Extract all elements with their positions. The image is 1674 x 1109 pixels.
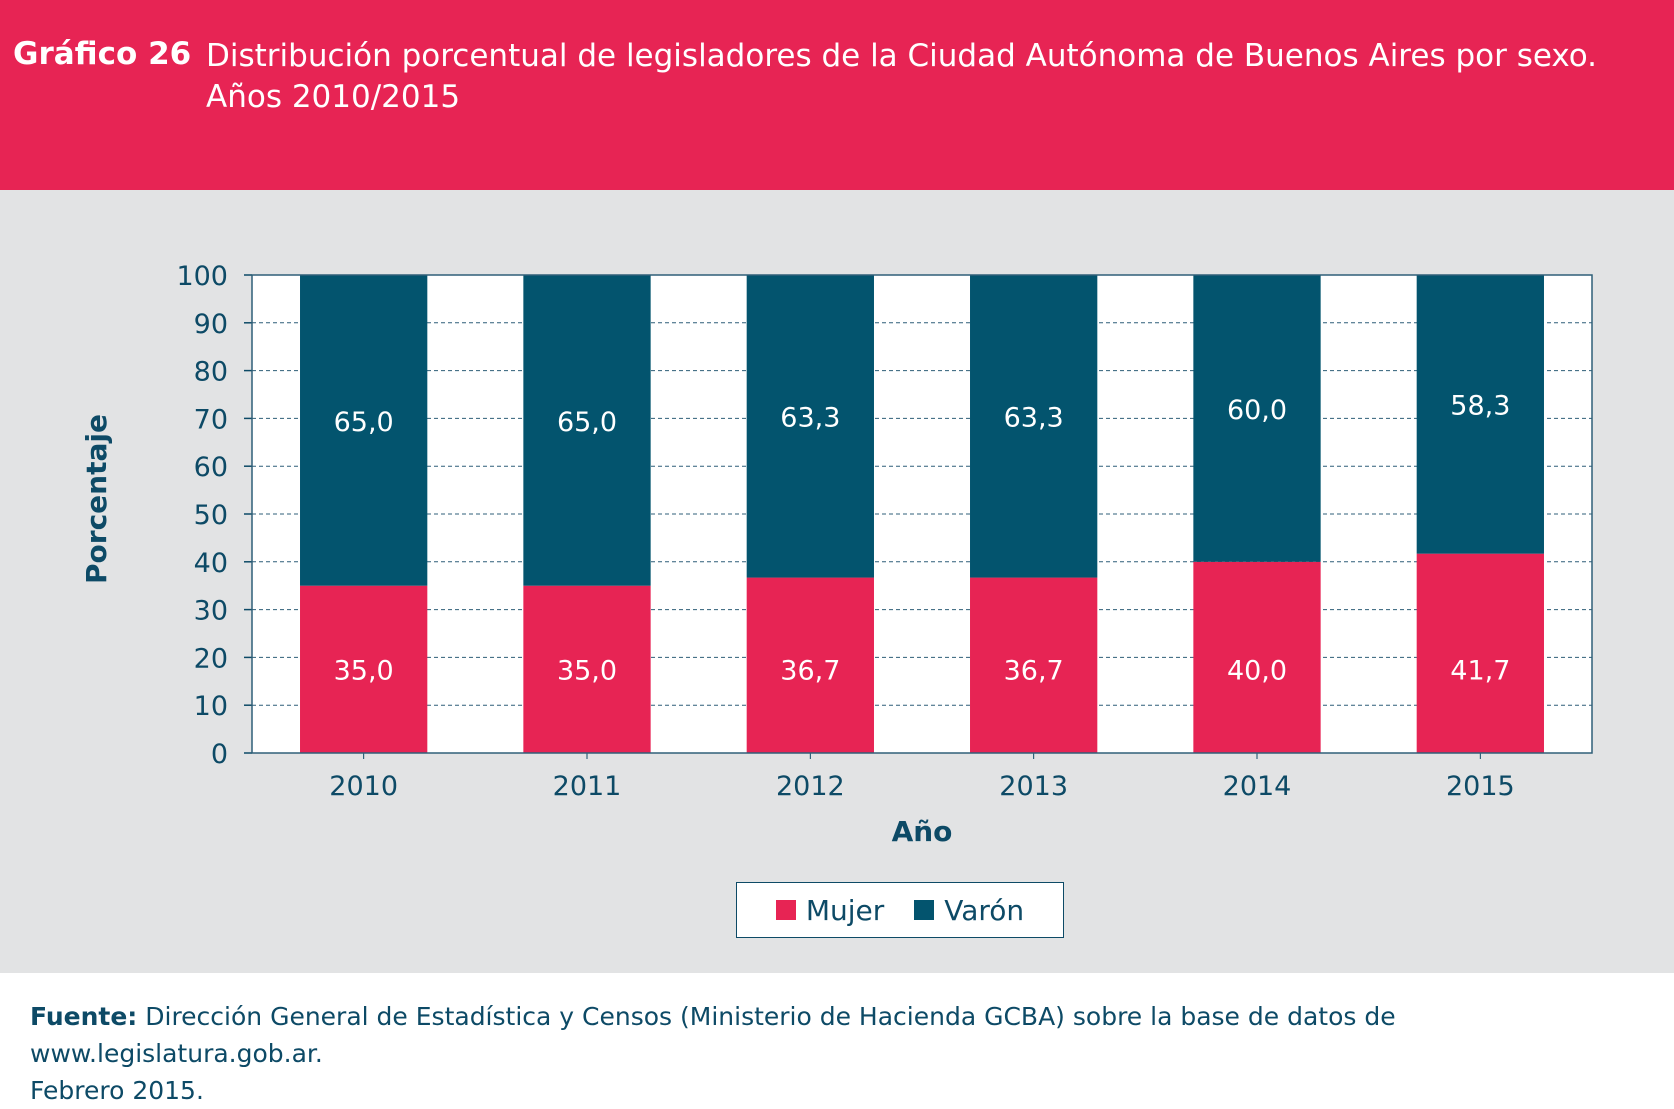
y-tick-label: 50: [194, 500, 228, 531]
bar-mujer-2015: [1416, 553, 1544, 753]
y-tick-label: 40: [194, 548, 228, 579]
bar-varon-2013: [970, 275, 1098, 578]
x-axis-title: Año: [892, 815, 953, 848]
data-label: 65,0: [334, 407, 394, 438]
bar-mujer-2010: [300, 585, 428, 753]
bar-mujer-2012: [746, 577, 874, 753]
bar-varon-2010: [300, 275, 428, 586]
source-text: Dirección General de Estadística y Censo…: [30, 1002, 1396, 1068]
y-axis-title: Porcentaje: [80, 414, 113, 584]
y-tick-label: 70: [194, 404, 228, 435]
bar-varon-2015: [1416, 275, 1544, 554]
chart-header: Gráfico 26 Distribución porcentual de le…: [0, 0, 1674, 190]
data-label: 41,7: [1450, 655, 1510, 686]
legend-label-mujer: Mujer: [805, 893, 885, 927]
plot-background: [252, 275, 1592, 753]
bar-varon-2011: [523, 275, 651, 586]
source-label: Fuente:: [30, 1002, 138, 1031]
chart-area: 0 10 20 30 40 50 60 70 80 90 100 35,0 65,0 2010 35,0 65…: [0, 190, 1674, 973]
x-tick-label: 2014: [1223, 771, 1292, 802]
x-tick-label: 2012: [776, 771, 845, 802]
y-tick-label: 10: [194, 691, 228, 722]
legend-label-varon: Varón: [944, 893, 1025, 927]
data-label: 58,3: [1450, 391, 1510, 422]
y-tick-label: 60: [194, 452, 228, 483]
data-label: 35,0: [557, 655, 617, 686]
y-tick-label: 90: [194, 309, 228, 340]
y-tick-label: 0: [211, 739, 228, 770]
chart-title-line2: Años 2010/2015: [206, 79, 461, 115]
legend-item-varon: Varón: [914, 894, 1024, 927]
figure-label: Gráfico 26: [13, 36, 192, 72]
data-label: 35,0: [334, 655, 394, 686]
bar-mujer-2014: [1193, 561, 1321, 753]
plot-frame: [251, 274, 1593, 754]
data-label: 36,7: [780, 655, 840, 686]
bar-mujer-2011: [523, 585, 651, 753]
stacked-bar-chart: 0 10 20 30 40 50 60 70 80 90 100 35,0 65,0 2010 35,0 65…: [80, 261, 1593, 848]
data-label: 63,3: [1004, 403, 1064, 434]
x-tick-label: 2013: [999, 771, 1068, 802]
data-label: 40,0: [1227, 655, 1287, 686]
chart-title: Distribución porcentual de legisladores …: [206, 36, 1646, 118]
bar-varon-2012: [746, 275, 874, 578]
legend-swatch-varon: [914, 900, 935, 920]
data-label: 63,3: [780, 403, 840, 434]
data-label: 65,0: [557, 407, 617, 438]
legend-swatch-mujer: [775, 900, 796, 920]
source-date: Febrero 2015.: [30, 1076, 204, 1105]
y-tick-label: 80: [194, 357, 228, 388]
chart-title-line1: Distribución porcentual de legisladores …: [206, 38, 1598, 74]
bar-mujer-2013: [970, 577, 1098, 753]
chart-legend: Mujer Varón: [736, 882, 1064, 938]
x-tick-label: 2011: [553, 771, 622, 802]
data-label: 60,0: [1227, 395, 1287, 426]
y-tick-label: 30: [194, 596, 228, 627]
y-tick-label: 100: [176, 261, 228, 292]
chart-footer: Fuente: Dirección General de Estadística…: [30, 998, 1660, 1109]
x-tick-label: 2015: [1446, 771, 1515, 802]
data-label: 36,7: [1004, 655, 1064, 686]
source-note: Fuente: Dirección General de Estadística…: [30, 998, 1660, 1072]
x-tick-label: 2010: [329, 771, 398, 802]
y-tick-label: 20: [194, 643, 228, 674]
bar-varon-2014: [1193, 275, 1321, 562]
legend-item-mujer: Mujer: [775, 893, 885, 927]
